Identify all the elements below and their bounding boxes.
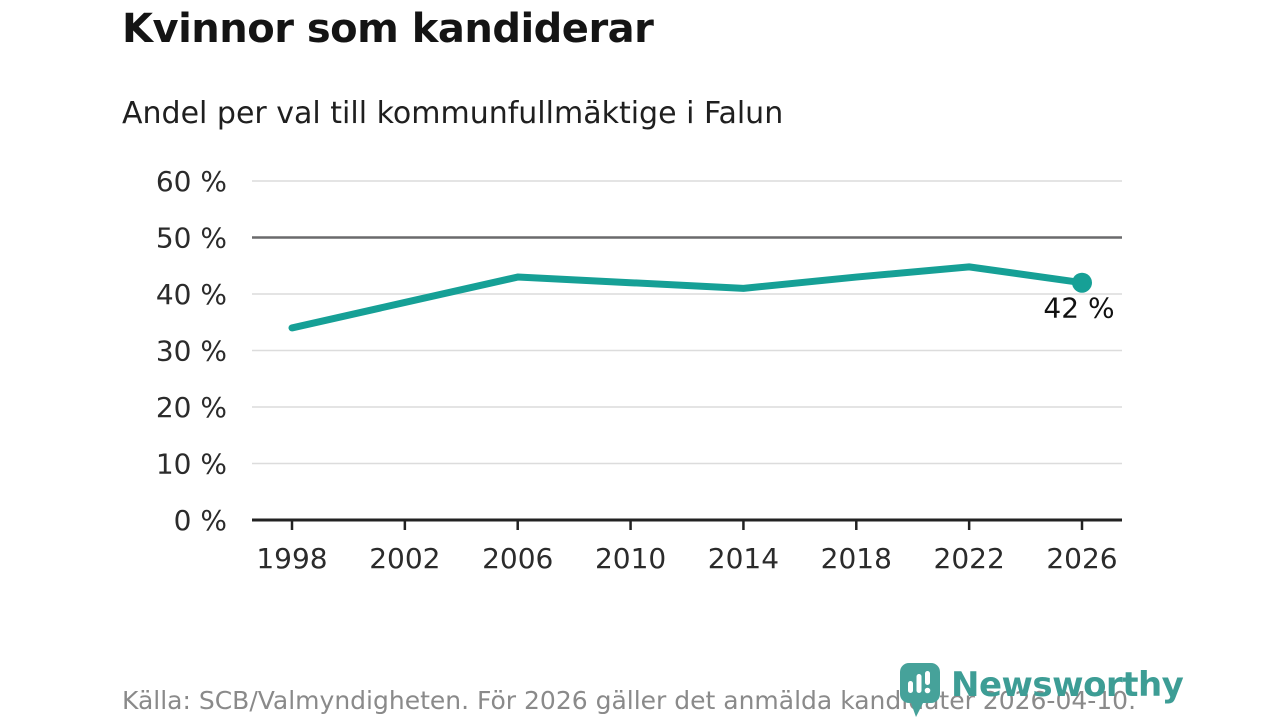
- chart-title: Kvinnor som kandiderar: [122, 6, 654, 52]
- y-axis-label: 20 %: [156, 391, 227, 424]
- x-axis-label: 1998: [256, 542, 327, 575]
- x-axis-label: 2010: [595, 542, 666, 575]
- y-axis-label: 40 %: [156, 278, 227, 311]
- x-axis-label: 2002: [369, 542, 440, 575]
- y-axis-label: 30 %: [156, 335, 227, 368]
- x-axis-label: 2022: [934, 542, 1005, 575]
- newsworthy-pin-icon: [900, 663, 940, 717]
- y-axis-label: 0 %: [174, 504, 227, 537]
- newsworthy-logo: Newsworthy: [898, 661, 1184, 719]
- line-chart: 0 % 10 % 20 % 30 % 40 % 50 % 60 % 1998 2002 2006 2…: [156, 165, 1122, 575]
- y-axis-label: 50 %: [156, 222, 227, 255]
- x-axis-label: 2006: [482, 542, 553, 575]
- newsworthy-wordmark: Newsworthy: [951, 665, 1184, 705]
- y-axis-label: 10 %: [156, 448, 227, 481]
- x-axis-label: 2018: [821, 542, 892, 575]
- x-axis-label: 2026: [1046, 542, 1117, 575]
- x-axis-label: 2014: [708, 542, 779, 575]
- series-line: [288, 263, 1086, 332]
- y-axis-label: 60 %: [156, 165, 227, 198]
- series-end-dot: [1072, 272, 1092, 293]
- chart-subtitle: Andel per val till kommunfullmäktige i F…: [122, 96, 784, 131]
- source-note: Källa: SCB/Valmyndigheten. För 2026 gäll…: [122, 686, 1137, 715]
- series-end-label: 42 %: [1043, 292, 1114, 325]
